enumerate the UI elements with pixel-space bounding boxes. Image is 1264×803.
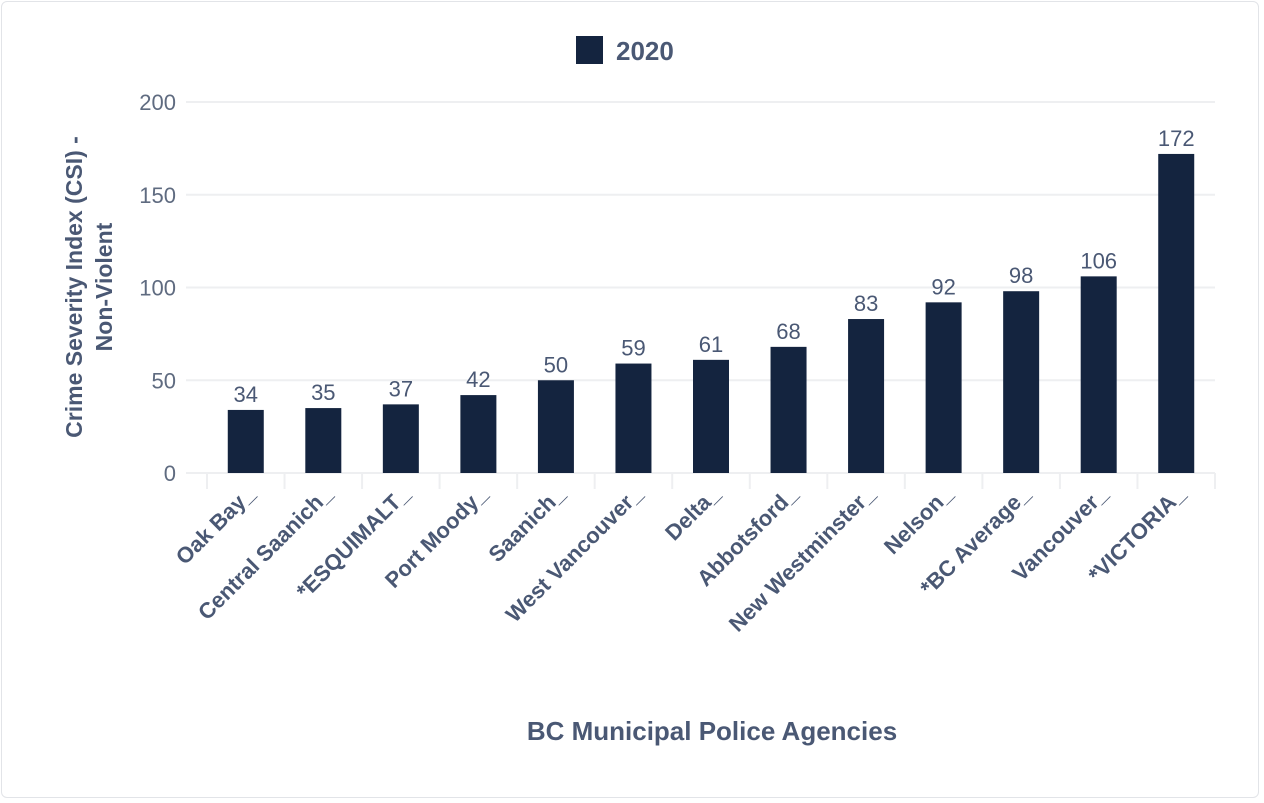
data-label: 68 — [776, 319, 800, 344]
legend-label: 2020 — [616, 36, 674, 66]
data-label: 61 — [699, 332, 723, 357]
y-tick-label: 100 — [139, 276, 176, 301]
bar[interactable] — [693, 359, 729, 473]
bar[interactable] — [460, 395, 497, 473]
bar[interactable] — [925, 302, 962, 473]
y-axis-title-line-2: Non-Violent — [91, 222, 117, 351]
data-label: 59 — [621, 336, 645, 361]
x-tick-label: Central Saanich_ — [193, 480, 337, 624]
y-tick-label: 150 — [139, 183, 176, 208]
bar[interactable] — [382, 404, 419, 473]
bar[interactable] — [227, 409, 264, 473]
x-tick-label: Delta_ — [660, 480, 725, 545]
legend[interactable]: 2020 — [576, 36, 674, 66]
data-label: 50 — [544, 352, 568, 377]
y-tick-label: 0 — [164, 461, 176, 486]
data-label: 98 — [1009, 263, 1033, 288]
bar[interactable] — [1158, 153, 1195, 473]
data-label: 37 — [389, 376, 413, 401]
bar[interactable] — [1003, 291, 1040, 473]
bar[interactable] — [848, 319, 885, 473]
y-tick-label: 200 — [139, 90, 176, 115]
bar[interactable] — [1080, 276, 1117, 473]
y-axis-title-line-1: Crime Severity Index (CSI) - — [61, 136, 87, 438]
y-tick-label: 50 — [152, 368, 176, 393]
bar[interactable] — [305, 408, 342, 473]
x-axis-title: BC Municipal Police Agencies — [527, 716, 897, 746]
data-label: 42 — [466, 367, 490, 392]
data-label: 83 — [854, 291, 878, 316]
bar[interactable] — [615, 363, 652, 473]
bar[interactable] — [537, 380, 574, 473]
data-label: 35 — [311, 380, 335, 405]
x-tick-label: New Westminster_ — [724, 480, 880, 636]
data-label: 172 — [1158, 126, 1195, 151]
data-label: 92 — [931, 274, 955, 299]
y-axis-title: Crime Severity Index (CSI) - Non-Violent — [61, 136, 117, 438]
data-label: 106 — [1080, 248, 1117, 273]
bar[interactable] — [770, 346, 807, 473]
x-tick-label: West Vancouver_ — [501, 480, 648, 627]
legend-swatch — [576, 36, 603, 64]
data-label: 34 — [234, 382, 258, 407]
x-tick-label: Nelson_ — [879, 480, 958, 559]
